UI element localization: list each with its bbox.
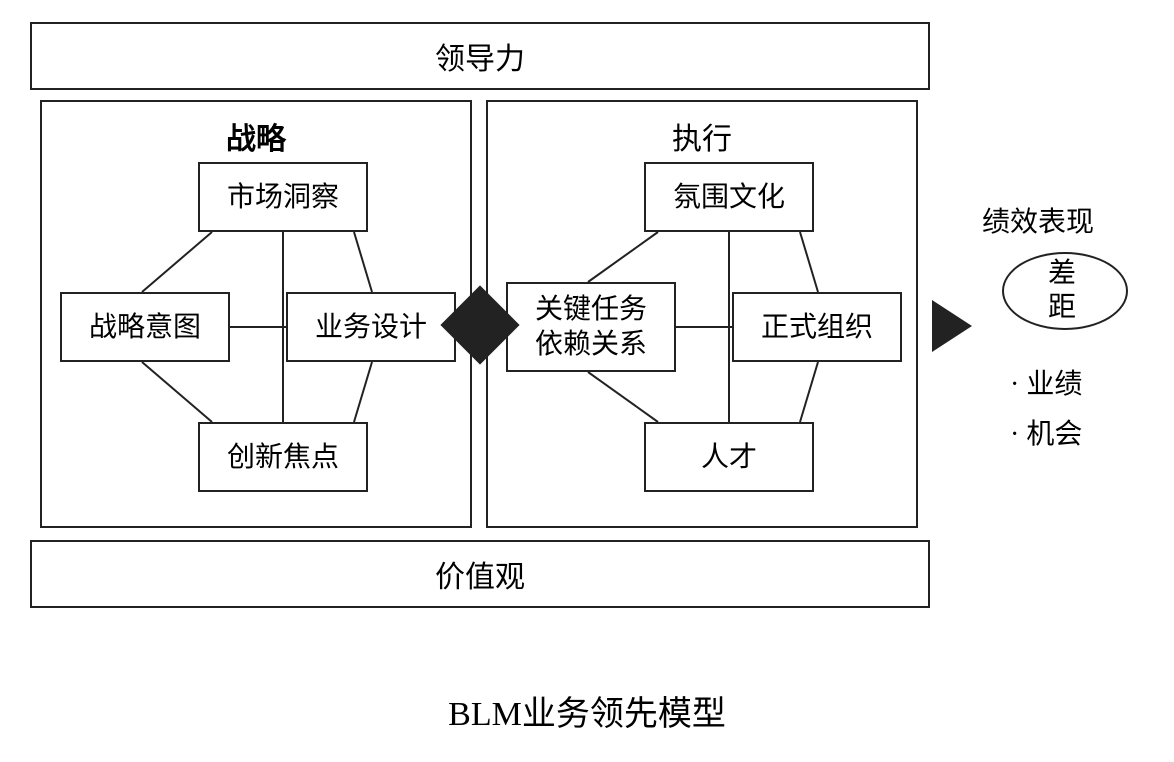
execution-panel: 执行 氛围文化 关键任务 依赖关系 正式组织 人才 <box>486 100 918 528</box>
execution-box-right-label: 正式组织 <box>761 310 873 345</box>
execution-box-left: 关键任务 依赖关系 <box>506 282 676 372</box>
top-banner-label: 领导力 <box>435 34 525 78</box>
bullet-list: · 业绩 · 机会 <box>1010 360 1082 461</box>
bullet-item-0: · 业绩 <box>1010 360 1082 410</box>
diagram-caption: BLM业务领先模型 <box>0 686 1174 735</box>
execution-box-top-label: 氛围文化 <box>673 180 785 215</box>
strategy-box-bottom-label: 创新焦点 <box>227 440 339 475</box>
gap-ellipse-label: 差 距 <box>1048 257 1082 324</box>
performance-header: 绩效表现 <box>982 200 1094 240</box>
top-banner: 领导力 <box>30 22 930 90</box>
bottom-banner-label: 价值观 <box>435 552 525 596</box>
execution-box-bottom-label: 人才 <box>701 440 757 475</box>
strategy-box-top-label: 市场洞察 <box>227 180 339 215</box>
right-arrow-icon <box>932 300 972 352</box>
bottom-banner: 价值观 <box>30 540 930 608</box>
bullet-item-1: · 机会 <box>1010 410 1082 460</box>
strategy-box-left: 战略意图 <box>60 292 230 362</box>
execution-box-bottom: 人才 <box>644 422 814 492</box>
execution-box-right: 正式组织 <box>732 292 902 362</box>
strategy-box-bottom: 创新焦点 <box>198 422 368 492</box>
strategy-panel: 战略 市场洞察 战略意图 业务设计 创新焦点 <box>40 100 472 528</box>
strategy-box-left-label: 战略意图 <box>89 310 201 345</box>
blm-diagram: 领导力 价值观 战略 市场洞察 战略意图 业务设计 <box>0 0 1174 762</box>
strategy-box-top: 市场洞察 <box>198 162 368 232</box>
strategy-box-right: 业务设计 <box>286 292 456 362</box>
execution-box-left-label: 关键任务 依赖关系 <box>535 292 647 362</box>
strategy-box-right-label: 业务设计 <box>315 310 427 345</box>
execution-box-top: 氛围文化 <box>644 162 814 232</box>
gap-ellipse: 差 距 <box>1002 252 1128 330</box>
